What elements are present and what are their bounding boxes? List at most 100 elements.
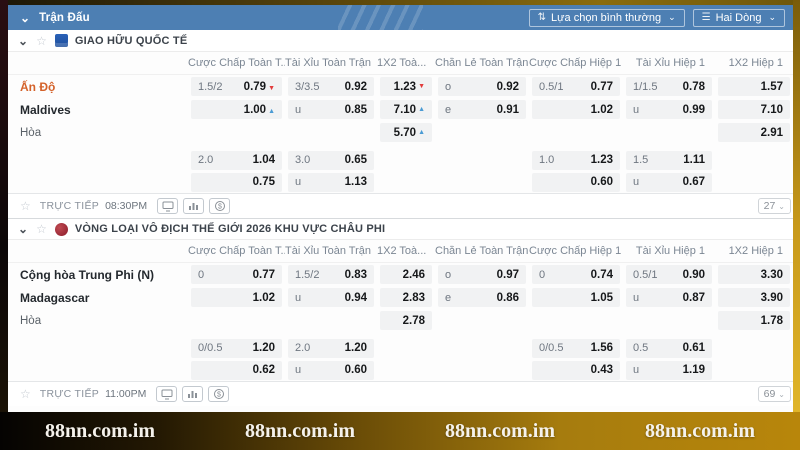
market-column-headers: Cược Chấp Toàn T... Tài Xỉu Toàn Trận 1X…	[8, 240, 793, 263]
watermark-text: 88nn.com.im	[45, 419, 155, 442]
match-time: 11:00PM	[105, 388, 147, 400]
watermark-text: 88nn.com.im	[445, 419, 555, 442]
team-name-draw: Hòa	[20, 314, 42, 327]
odds-cell-1x2-ft[interactable]: 1.23 ▼	[380, 77, 432, 96]
favorite-star-icon[interactable]: ☆	[36, 222, 47, 236]
team-name-home: Cộng hòa Trung Phi (N)	[20, 267, 154, 282]
odds-cell-overunder-ft[interactable]: 3/3.5 0.92	[288, 77, 374, 96]
more-markets-badge[interactable]: 69 ⌄	[757, 386, 791, 402]
odds-cell-overunder-ft[interactable]: u 0.94	[288, 288, 374, 307]
odds-cell-handicap-h1[interactable]: 0 0.74	[532, 265, 620, 284]
odds-cell-overunder-h1[interactable]: u 0.99	[626, 100, 712, 119]
favorite-star-icon[interactable]: ☆	[36, 33, 47, 48]
match-time: 08:30PM	[105, 200, 148, 212]
odds-cell-1x2-ft[interactable]: 2.83	[380, 288, 432, 307]
watermark-banner: 88nn.com.im 88nn.com.im 88nn.com.im 88nn…	[0, 412, 800, 450]
odds-cell-1x2-h1[interactable]: 1.57	[718, 77, 790, 96]
odds-cell-handicap-h1[interactable]: 1.02	[532, 100, 620, 119]
odds-cell-handicap-h1[interactable]: 1.05	[532, 288, 620, 307]
odds-cell-handicap-ft[interactable]: 0.62	[191, 360, 282, 380]
money-odds-icon[interactable]: $	[209, 198, 231, 214]
odds-cell-oddeven-ft[interactable]: e 0.91	[438, 100, 526, 119]
odds-cell-handicap-ft[interactable]: 0/0.5 1.20	[191, 338, 282, 358]
chevron-down-icon: ⌄	[668, 12, 676, 22]
odds-row-draw: Hòa 2.78 1.78	[8, 309, 793, 332]
odds-cell-handicap-h1[interactable]: 1.0 1.23	[532, 150, 620, 170]
odds-down-icon: ▼	[418, 83, 425, 90]
odds-filter-dropdown[interactable]: ⇅ Lựa chọn bình thường ⌄	[528, 8, 685, 27]
odds-cell-handicap-ft[interactable]: 0.75	[191, 172, 282, 192]
odds-cell-1x2-h1[interactable]: 7.10	[718, 100, 790, 119]
odds-cell-handicap-ft[interactable]: 2.0 1.04	[191, 150, 282, 170]
stats-chart-icon[interactable]	[183, 198, 205, 214]
extra-odds-row: 0/0.5 1.20 2.0 1.20 0/0.5 1.56 0.5 0.61	[8, 337, 793, 359]
more-markets-badge[interactable]: 27 ⌄	[757, 198, 791, 214]
odds-cell-1x2-ft[interactable]: 5.70 ▲	[380, 123, 432, 142]
market-column-headers: Cược Chấp Toàn T... Tài Xỉu Toàn Trận 1X…	[8, 52, 793, 75]
odds-cell-overunder-ft[interactable]: u 0.60	[288, 360, 374, 380]
odds-cell-overunder-h1[interactable]: u 0.87	[626, 288, 712, 307]
odds-cell-1x2-h1[interactable]: 1.78	[718, 311, 790, 330]
odds-cell-overunder-ft[interactable]: 2.0 1.20	[288, 338, 374, 358]
odds-cell-oddeven-ft[interactable]: o 0.97	[438, 265, 526, 284]
display-lines-dropdown[interactable]: ☰ Hai Dòng ⌄	[692, 8, 785, 27]
odds-cell-1x2-h1[interactable]: 3.90	[718, 288, 790, 307]
odds-cell-overunder-h1[interactable]: 0.5/1 0.90	[626, 265, 712, 284]
odds-cell-overunder-h1[interactable]: 1/1.5 0.78	[626, 77, 712, 96]
col-1x2-ft: 1X2 Toà...	[377, 245, 427, 257]
odds-cell-1x2-ft[interactable]: 2.78	[380, 311, 432, 330]
sort-icon: ⇅	[537, 12, 547, 23]
team-name-home: Ấn Độ	[20, 79, 56, 94]
tv-stream-icon[interactable]	[156, 386, 178, 402]
odds-cell-1x2-ft[interactable]: 7.10 ▲	[380, 100, 432, 119]
odds-filter-label: Lựa chọn bình thường	[551, 11, 662, 24]
live-label: TRỰC TIẾP	[39, 388, 100, 400]
team-name-draw: Hòa	[20, 126, 42, 139]
odds-cell-handicap-ft[interactable]: 0 0.77	[191, 265, 282, 284]
match-info-row: ☆ TRỰC TIẾP 11:00PM $ 69 ⌄	[8, 381, 793, 406]
odds-cell-1x2-h1[interactable]: 3.30	[718, 265, 790, 284]
odds-cell-oddeven-ft[interactable]: e 0.86	[438, 288, 526, 307]
col-handicap-h1: Cược Chấp Hiệp 1	[529, 57, 622, 69]
stats-chart-icon[interactable]	[182, 386, 204, 402]
collapse-chevron-icon[interactable]: ⌄	[18, 33, 29, 48]
odds-cell-1x2-ft[interactable]: 2.46	[380, 265, 432, 284]
odds-cell-handicap-h1[interactable]: 0/0.5 1.56	[532, 338, 620, 358]
league-header-international-friendly[interactable]: ⌄ ☆ GIAO HỮU QUỐC TẾ	[8, 30, 793, 52]
odds-cell-overunder-ft[interactable]: 1.5/2 0.83	[288, 265, 374, 284]
odds-cell-handicap-ft[interactable]: 1.02	[191, 288, 282, 307]
odds-cell-overunder-h1[interactable]: 1.5 1.11	[626, 150, 712, 170]
odds-cell-handicap-ft[interactable]: 1.5/2 0.79 ▼	[191, 77, 282, 96]
odds-cell-overunder-ft[interactable]: 3.0 0.65	[288, 150, 374, 170]
chevron-down-icon: ⌄	[778, 389, 785, 399]
col-1x2-h1: 1X2 Hiệp 1	[728, 57, 783, 69]
favorite-star-icon[interactable]: ☆	[20, 199, 31, 213]
watermark-text: 88nn.com.im	[245, 419, 355, 442]
odds-cell-1x2-h1[interactable]: 2.91	[718, 123, 790, 142]
odds-cell-overunder-h1[interactable]: u 1.19	[626, 360, 712, 380]
col-overunder-ft: Tài Xỉu Toàn Trận	[285, 57, 372, 69]
odds-row-draw: Hòa 5.70 ▲ 2.91	[8, 121, 793, 144]
col-oddeven-ft: Chẵn Lẻ Toàn Trận	[435, 245, 529, 257]
odds-cell-handicap-h1[interactable]: 0.43	[532, 360, 620, 380]
tv-stream-icon[interactable]	[157, 198, 179, 214]
league-header-wc-qualifier-africa[interactable]: ⌄ ☆ VÒNG LOẠI VÔ ĐỊCH THẾ GIỚI 2026 KHU …	[8, 218, 793, 240]
odds-cell-handicap-ft[interactable]: 1.00 ▲	[191, 100, 282, 119]
fifa-league-icon	[54, 34, 68, 47]
gold-frame-top	[0, 0, 800, 5]
odds-cell-oddeven-ft[interactable]: o 0.92	[438, 77, 526, 96]
odds-cell-overunder-h1[interactable]: u 0.67	[626, 172, 712, 192]
odds-cell-overunder-ft[interactable]: u 0.85	[288, 100, 374, 119]
col-overunder-h1: Tài Xỉu Hiệp 1	[635, 57, 705, 69]
odds-cell-overunder-h1[interactable]: 0.5 0.61	[626, 338, 712, 358]
chevron-down-icon[interactable]: ⌄	[20, 10, 31, 25]
extra-odds-row: 2.0 1.04 3.0 0.65 1.0 1.23 1.5 1.11	[8, 149, 793, 171]
odds-cell-overunder-ft[interactable]: u 1.13	[288, 172, 374, 192]
odds-cell-handicap-h1[interactable]: 0.5/1 0.77	[532, 77, 620, 96]
favorite-star-icon[interactable]: ☆	[20, 387, 31, 401]
col-oddeven-ft: Chẵn Lẻ Toàn Trận	[435, 57, 529, 69]
money-odds-icon[interactable]: $	[208, 386, 230, 402]
collapse-chevron-icon[interactable]: ⌄	[18, 222, 29, 236]
odds-cell-handicap-h1[interactable]: 0.60	[532, 172, 620, 192]
